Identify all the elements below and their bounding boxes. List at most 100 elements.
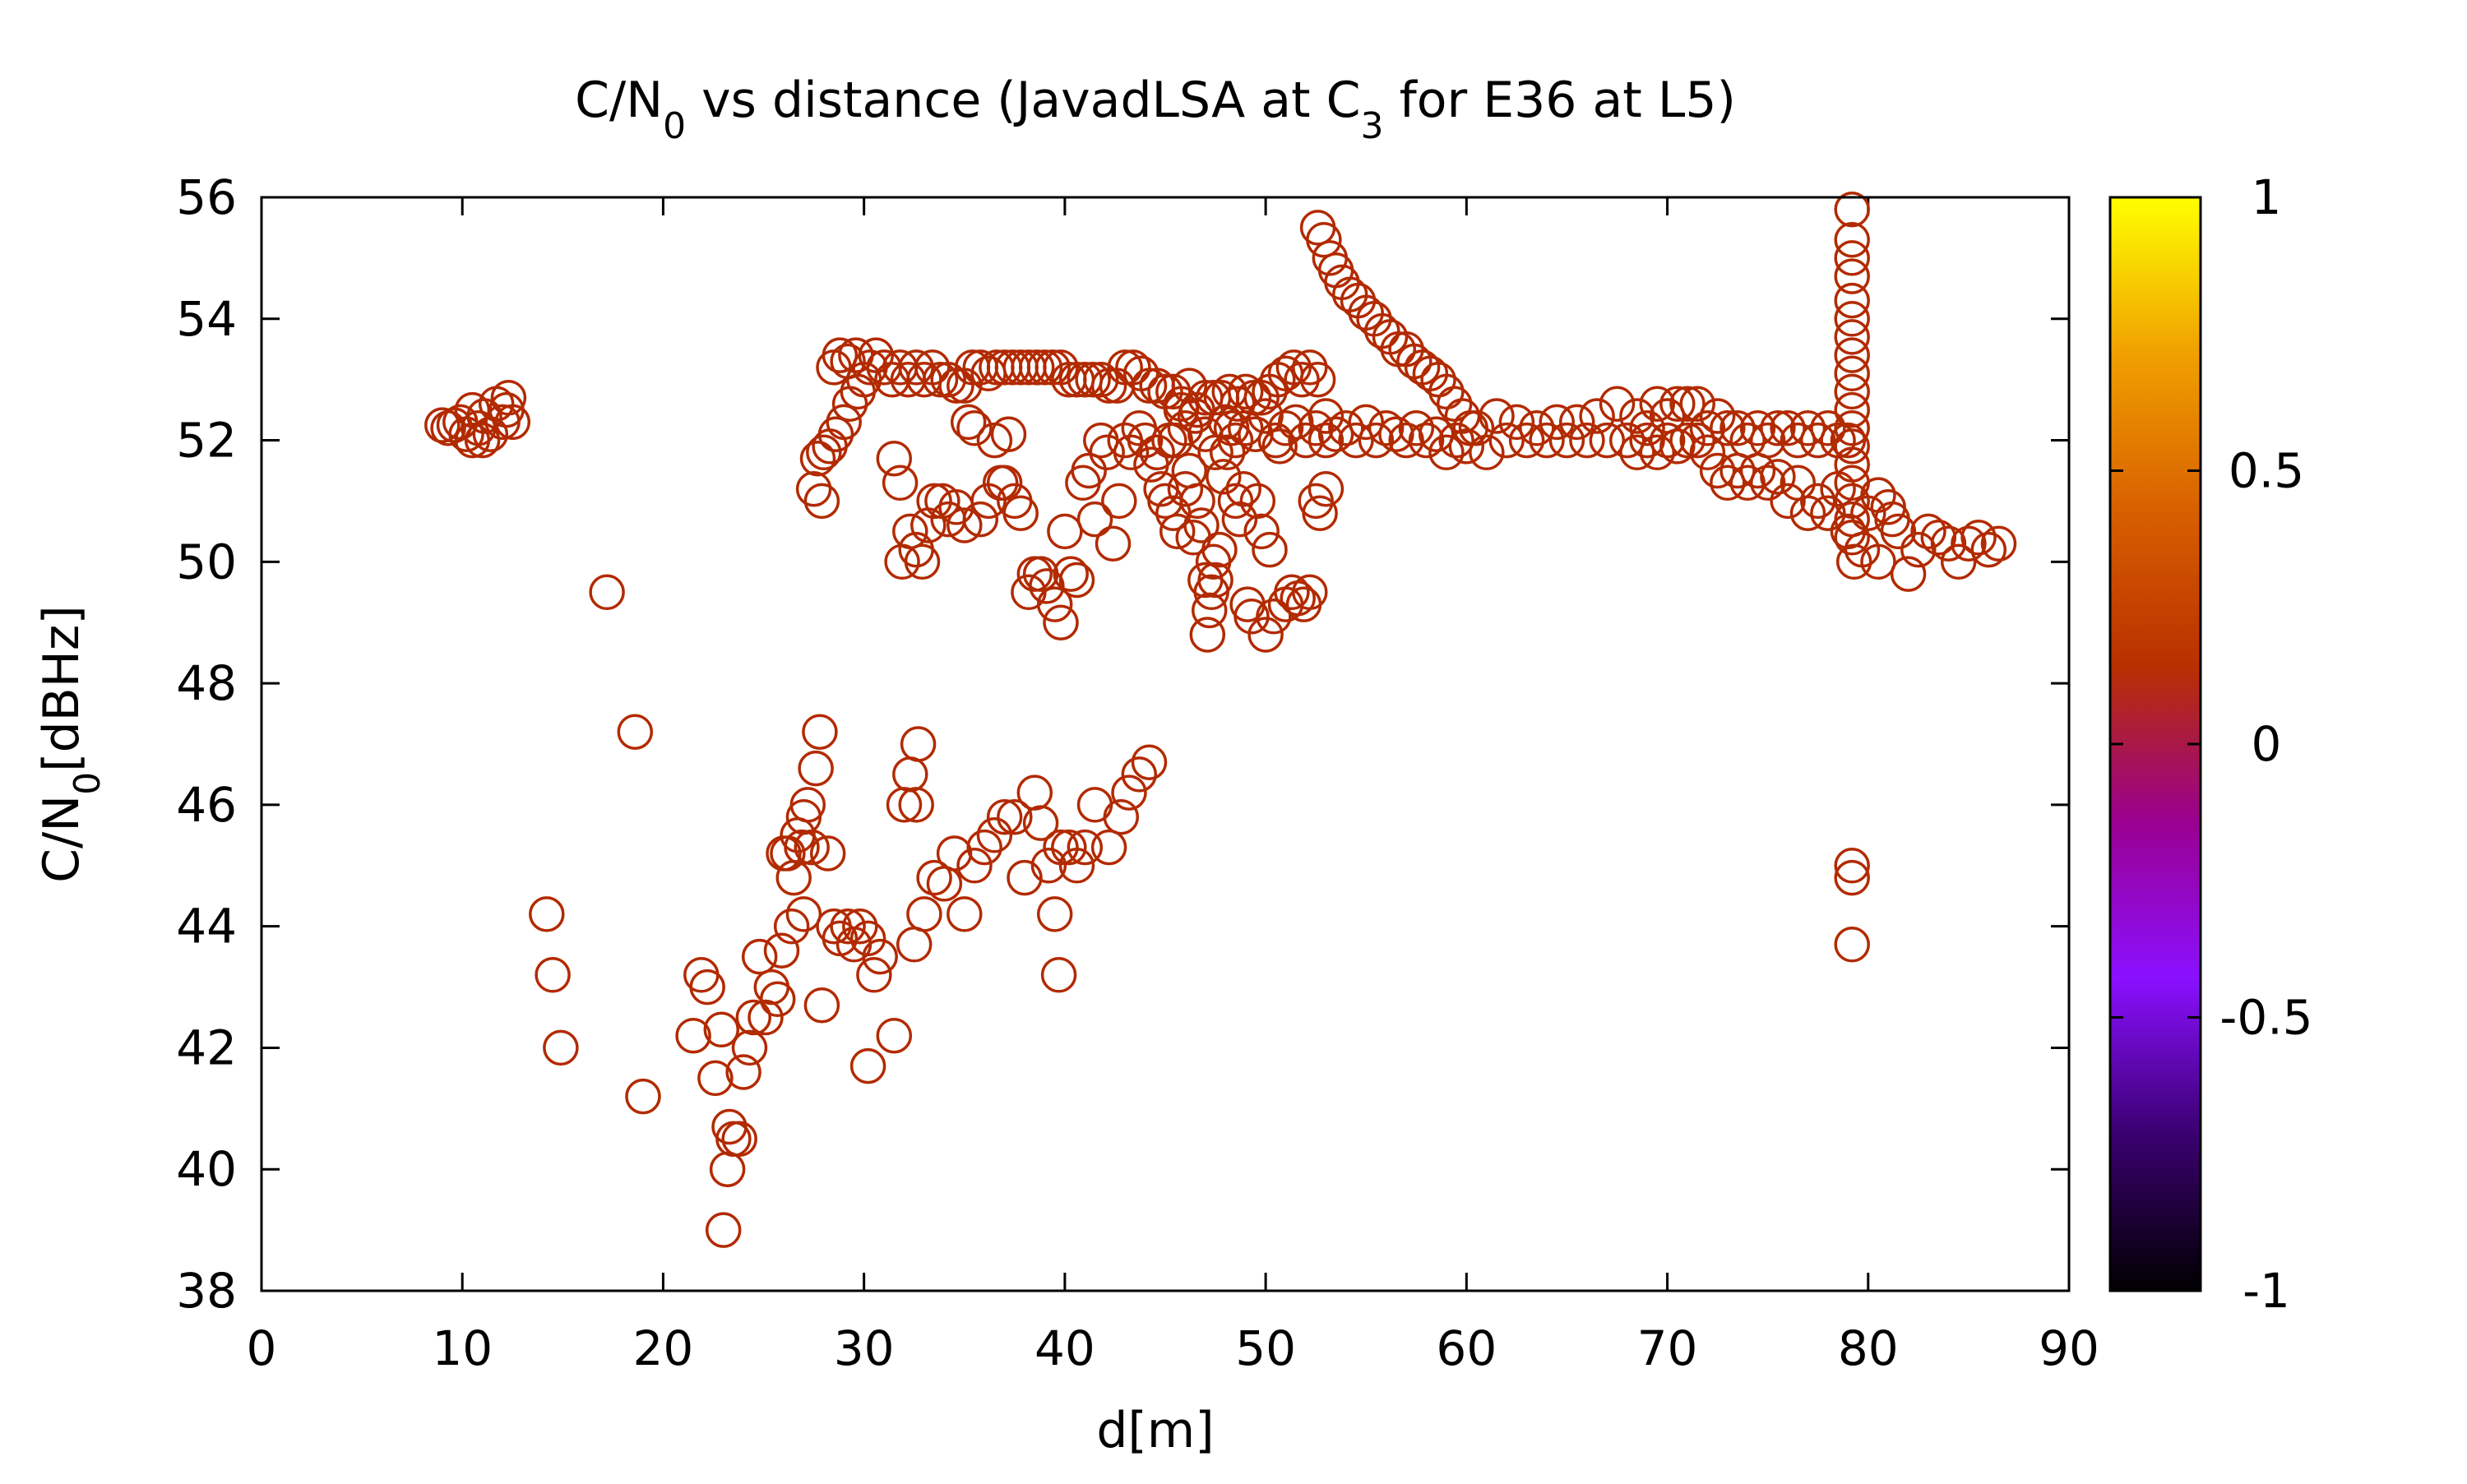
data-point xyxy=(1189,617,1226,653)
colorbar xyxy=(2108,196,2202,1292)
data-point xyxy=(916,483,952,520)
x-tick-label: 60 xyxy=(1436,1320,1497,1376)
data-point xyxy=(1388,422,1424,459)
data-point xyxy=(1238,416,1274,452)
data-point xyxy=(1589,422,1626,459)
data-point xyxy=(1448,428,1485,465)
data-point xyxy=(898,349,934,386)
data-point xyxy=(898,787,934,823)
data-point xyxy=(1940,543,1977,580)
data-point xyxy=(1834,483,1870,520)
y-tick-label: 52 xyxy=(176,413,237,469)
data-point xyxy=(1699,452,1736,489)
data-point xyxy=(1026,349,1063,386)
data-point xyxy=(1679,386,1715,422)
data-point xyxy=(1103,798,1140,835)
data-point xyxy=(1022,805,1059,841)
data-point xyxy=(1257,422,1294,459)
data-point xyxy=(906,896,942,932)
data-point xyxy=(1834,240,1870,276)
data-point xyxy=(1834,465,1870,502)
data-point xyxy=(856,957,892,993)
data-point xyxy=(1398,410,1435,446)
data-point xyxy=(1043,604,1079,640)
data-point xyxy=(697,1060,734,1097)
data-point xyxy=(976,817,1013,853)
data-point xyxy=(1760,459,1796,495)
data-point xyxy=(1076,787,1113,823)
colorbar-tick-label: 0.5 xyxy=(2229,443,2304,499)
data-point xyxy=(625,1078,661,1115)
data-point xyxy=(1243,513,1280,550)
data-point xyxy=(1498,404,1535,441)
x-tick-label: 0 xyxy=(247,1320,277,1376)
data-point xyxy=(1277,404,1314,441)
data-point xyxy=(490,380,527,416)
data-point xyxy=(1090,829,1127,866)
data-point xyxy=(849,1047,886,1084)
data-point xyxy=(1420,361,1456,398)
data-point xyxy=(1960,520,1997,556)
data-point xyxy=(1689,410,1726,446)
data-point xyxy=(1799,422,1836,459)
data-point xyxy=(1058,848,1095,884)
data-point xyxy=(1920,520,1957,556)
data-point xyxy=(830,908,866,945)
data-point xyxy=(1107,349,1143,386)
data-point xyxy=(1187,416,1224,452)
data-point xyxy=(785,896,822,932)
data-point xyxy=(1358,422,1395,459)
data-point xyxy=(1649,422,1686,459)
data-point xyxy=(1980,525,2017,562)
data-point xyxy=(892,513,928,550)
data-point xyxy=(1177,398,1214,434)
x-tick-label: 50 xyxy=(1235,1320,1296,1376)
data-point xyxy=(936,835,973,871)
data-point xyxy=(1519,410,1555,446)
data-point xyxy=(1418,416,1455,452)
data-point xyxy=(1629,410,1665,446)
data-point xyxy=(1047,513,1083,550)
data-point xyxy=(795,470,832,507)
data-point xyxy=(1834,859,1870,896)
data-point xyxy=(1206,459,1242,495)
data-point xyxy=(1029,568,1065,604)
data-point xyxy=(1127,422,1164,459)
data-point xyxy=(817,416,854,452)
data-point xyxy=(1719,452,1756,489)
data-point xyxy=(990,416,1027,452)
data-point xyxy=(1317,416,1354,452)
data-point xyxy=(1930,525,1967,562)
data-point xyxy=(1900,531,1937,568)
data-point xyxy=(1252,531,1288,568)
data-point xyxy=(763,932,800,969)
data-point xyxy=(721,1121,757,1158)
data-point xyxy=(809,835,846,871)
data-point xyxy=(543,1029,579,1066)
data-point xyxy=(1207,404,1244,441)
data-point xyxy=(1131,368,1168,404)
data-point xyxy=(1101,483,1137,520)
data-point xyxy=(1051,829,1087,866)
data-point xyxy=(876,1017,913,1054)
data-point xyxy=(1890,556,1927,592)
y-tick-label: 54 xyxy=(176,291,237,347)
data-point xyxy=(802,714,838,750)
data-point xyxy=(966,829,1002,866)
data-point xyxy=(1157,422,1193,459)
data-point xyxy=(1539,404,1575,441)
data-point xyxy=(1789,410,1826,446)
data-point xyxy=(675,1017,711,1054)
data-point xyxy=(1247,398,1284,434)
data-point xyxy=(830,343,866,380)
data-point xyxy=(784,829,820,866)
data-point xyxy=(789,787,826,823)
data-point xyxy=(1770,410,1806,446)
data-point xyxy=(1058,562,1095,599)
data-point xyxy=(1378,416,1414,452)
colorbar-tick-label: 0 xyxy=(2252,716,2282,772)
data-point xyxy=(1834,373,1870,410)
data-point xyxy=(956,848,993,884)
y-tick-label: 38 xyxy=(176,1263,237,1319)
